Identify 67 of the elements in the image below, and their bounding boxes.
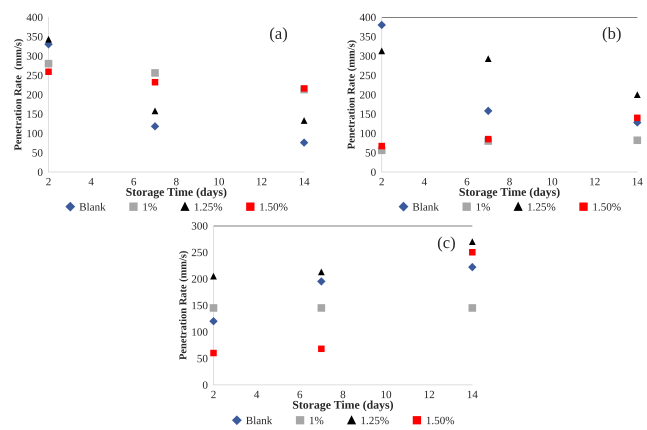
y-tick-label: 350 [26, 33, 43, 41]
y-tick-label: 100 [27, 130, 43, 138]
x-tick-label: 6 [464, 178, 470, 186]
y-tick-label: 150 [360, 110, 376, 118]
x-tick-label: 2 [211, 390, 216, 398]
x-tick-label: 14 [300, 178, 310, 186]
x-tick-label: 14 [632, 178, 643, 186]
x-tick-label: 10 [381, 390, 392, 398]
x-axis-title: Storage Time (days) [292, 400, 394, 412]
legend-label: 1.50% [426, 416, 454, 424]
annotation: (a) [270, 27, 288, 42]
y-tick-label: 300 [26, 52, 43, 60]
y-tick-label: 400 [360, 14, 376, 22]
x-tick-label: 6 [297, 390, 302, 398]
legend-label: 1.50% [260, 203, 288, 211]
y-tick-label: 150 [192, 302, 208, 310]
annotation: (b) [602, 27, 621, 42]
x-axis-title: Storage Time (days) [460, 188, 560, 198]
y-tick-label: 250 [26, 72, 43, 80]
x-tick-label: 2 [46, 178, 51, 186]
legend-label: Blank [246, 416, 272, 424]
y-axis-title: Penetration Rate (mm/s) [179, 251, 189, 360]
x-tick-label: 10 [214, 178, 224, 186]
legend-label: Blank [412, 202, 439, 211]
y-tick-label: 50 [32, 149, 43, 157]
x-tick-label: 8 [174, 178, 179, 186]
legend-label: 1.25% [194, 203, 222, 211]
x-tick-label: 4 [88, 178, 94, 186]
y-tick-label: 300 [360, 52, 376, 60]
x-tick-label: 6 [131, 178, 136, 186]
x-tick-label: 8 [507, 178, 512, 186]
y-axis-title: Penetration Rate (mm/s) [14, 39, 24, 150]
x-tick-label: 4 [422, 178, 427, 186]
legend-label: 1% [143, 203, 157, 211]
x-tick-label: 10 [548, 178, 558, 186]
x-axis-title: Storage Time (days) [126, 188, 226, 198]
y-tick-label: 250 [192, 248, 208, 256]
x-tick-label: 2 [379, 178, 384, 186]
y-tick-label: 100 [360, 130, 376, 138]
y-tick-label: 50 [366, 149, 376, 157]
legend-label: 1.25% [528, 203, 556, 211]
y-tick-label: 400 [26, 14, 43, 22]
y-tick-label: 300 [192, 222, 208, 230]
y-tick-label: 250 [360, 72, 376, 80]
y-tick-label: 200 [26, 91, 43, 99]
x-tick-label: 12 [590, 178, 600, 186]
annotation: (c) [438, 236, 455, 252]
y-tick-label: 0 [38, 168, 43, 176]
legend-label: 1% [310, 416, 324, 424]
y-tick-label: 50 [197, 354, 208, 362]
y-tick-label: 0 [371, 168, 376, 176]
y-tick-label: 100 [192, 328, 208, 336]
y-axis-title: Penetration Rate (mm/s) [347, 40, 357, 150]
x-tick-label: 12 [424, 390, 434, 398]
y-tick-label: 0 [202, 381, 208, 389]
legend-label: Blank [79, 202, 106, 211]
y-tick-label: 200 [360, 91, 376, 99]
y-tick-label: 350 [360, 33, 376, 41]
legend-label: 1.25% [361, 416, 389, 424]
y-tick-label: 200 [192, 275, 208, 283]
legend-label: 1% [476, 203, 490, 211]
x-tick-label: 4 [254, 390, 260, 398]
x-tick-label: 14 [468, 390, 478, 398]
x-tick-label: 8 [340, 390, 346, 398]
x-tick-label: 12 [256, 178, 266, 186]
y-tick-label: 150 [27, 110, 43, 118]
legend-label: 1.50% [593, 203, 621, 211]
